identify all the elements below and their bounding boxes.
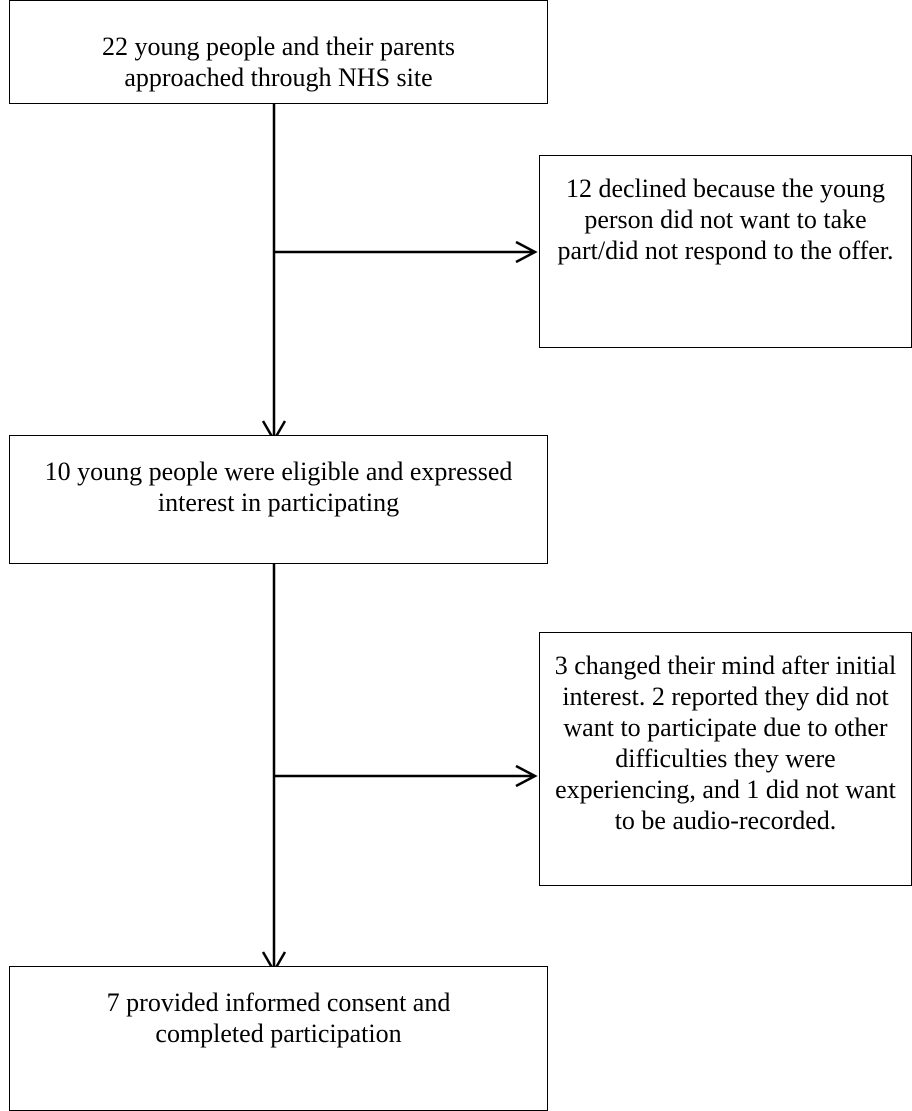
node-approached: 22 young people and their parents approa… bbox=[9, 0, 548, 104]
node-eligible: 10 young people were eligible and expres… bbox=[9, 435, 548, 564]
node-declined-text: 12 declined because the young person did… bbox=[557, 174, 894, 265]
arrowhead-declined bbox=[515, 240, 538, 264]
node-approached-text: 22 young people and their parents approa… bbox=[101, 32, 456, 92]
node-changed-mind: 3 changed their mind after initial inter… bbox=[539, 632, 912, 886]
node-eligible-text: 10 young people were eligible and expres… bbox=[44, 457, 513, 517]
node-completed-text: 7 provided informed consent and complete… bbox=[106, 988, 451, 1048]
node-declined: 12 declined because the young person did… bbox=[539, 155, 912, 348]
arrowhead-changed-mind bbox=[515, 764, 538, 788]
node-changed-mind-text: 3 changed their mind after initial inter… bbox=[554, 651, 897, 835]
node-completed: 7 provided informed consent and complete… bbox=[9, 966, 548, 1111]
